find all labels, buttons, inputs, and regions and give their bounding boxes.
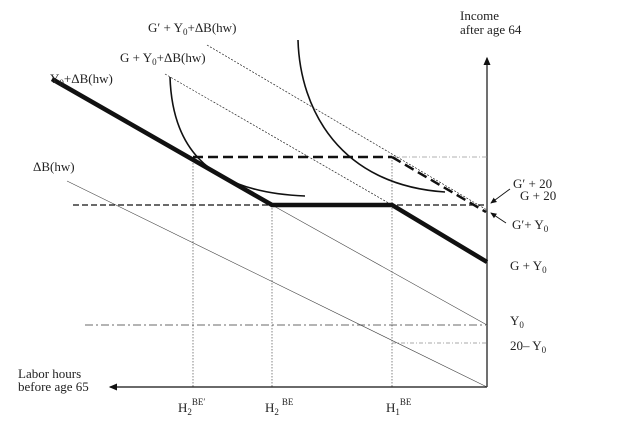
tick-g-20: G + 20 bbox=[520, 188, 556, 203]
y-axis-label: Income after age 64 bbox=[460, 8, 522, 37]
gprime-y0-db-dotted-line bbox=[206, 44, 488, 211]
tick-h2-be-prime: H2BE′ bbox=[178, 397, 205, 417]
budget-constraint-g bbox=[50, 77, 489, 264]
indifference-curve-high bbox=[297, 39, 446, 193]
tick-gprime-y0: G′+ Y0 bbox=[512, 217, 549, 234]
tick-h1-be: H1BE bbox=[386, 397, 412, 417]
budget-constraint-gprime-diag bbox=[391, 155, 487, 214]
tick-twenty-minus-y0: 20– Y0 bbox=[510, 338, 547, 355]
y0-budget-line bbox=[271, 204, 488, 326]
tick-gprime-20: G′ + 20 bbox=[513, 176, 552, 191]
x-axis-label: Labor hours before age 65 bbox=[18, 366, 89, 394]
tick-g-y0: G + Y0 bbox=[510, 258, 547, 275]
g-y0-db-dotted-line bbox=[164, 73, 393, 206]
delta-b-line bbox=[66, 180, 488, 388]
tick-h2-be: H2BE bbox=[265, 397, 294, 417]
label-g-y0-db: G + Y0+ΔB(hw) bbox=[120, 50, 206, 67]
gprime-y0-pointer-arrow bbox=[490, 212, 507, 224]
g-20-pointer-arrow bbox=[490, 188, 511, 204]
label-gprime-y0-db: G′ + Y0+ΔB(hw) bbox=[148, 20, 236, 37]
indifference-curve-low bbox=[169, 76, 306, 197]
tick-y0: Y0 bbox=[510, 313, 524, 330]
label-delta-b: ΔB(hw) bbox=[33, 159, 75, 174]
label-y0-db: Y0+ΔB(hw) bbox=[50, 71, 113, 88]
